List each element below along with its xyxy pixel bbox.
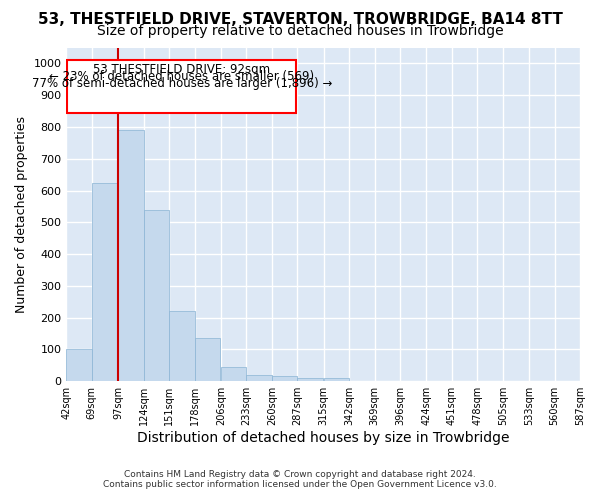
Bar [143, 210, 169, 381]
Bar [221, 367, 247, 381]
Bar [169, 312, 194, 381]
FancyBboxPatch shape [67, 60, 296, 112]
X-axis label: Distribution of detached houses by size in Trowbridge: Distribution of detached houses by size … [137, 431, 509, 445]
Bar [247, 375, 272, 381]
Bar [323, 378, 349, 381]
Bar [297, 378, 323, 381]
Bar [272, 376, 297, 381]
Y-axis label: Number of detached properties: Number of detached properties [15, 116, 28, 313]
Text: Size of property relative to detached houses in Trowbridge: Size of property relative to detached ho… [97, 24, 503, 38]
Text: 53, THESTFIELD DRIVE, STAVERTON, TROWBRIDGE, BA14 8TT: 53, THESTFIELD DRIVE, STAVERTON, TROWBRI… [38, 12, 562, 28]
Bar [118, 130, 143, 381]
Bar [92, 182, 118, 381]
Bar [67, 350, 92, 381]
Bar [194, 338, 220, 381]
Text: ← 23% of detached houses are smaller (569): ← 23% of detached houses are smaller (56… [49, 70, 314, 84]
Text: 53 THESTFIELD DRIVE: 92sqm: 53 THESTFIELD DRIVE: 92sqm [93, 64, 271, 76]
Text: 77% of semi-detached houses are larger (1,896) →: 77% of semi-detached houses are larger (… [32, 78, 332, 90]
Text: Contains HM Land Registry data © Crown copyright and database right 2024.
Contai: Contains HM Land Registry data © Crown c… [103, 470, 497, 489]
